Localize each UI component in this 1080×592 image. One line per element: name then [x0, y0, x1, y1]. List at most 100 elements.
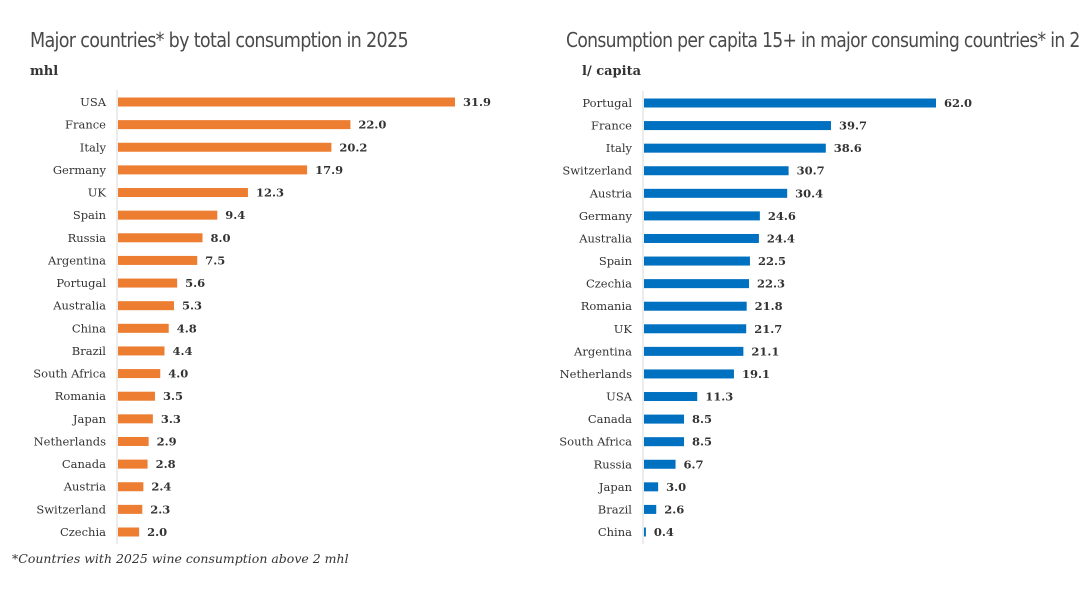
- right-bar: [644, 504, 657, 514]
- right-bar: [644, 166, 789, 176]
- right-category-label: Italy: [606, 141, 633, 155]
- right-value-label: 62.0: [944, 96, 972, 110]
- right-category-label: China: [598, 525, 632, 539]
- left-value-label: 2.4: [151, 480, 171, 494]
- left-bar: [118, 369, 161, 379]
- left-bar: [118, 142, 332, 152]
- left-category-label: Portugal: [56, 276, 106, 290]
- right-value-label: 11.3: [705, 390, 733, 404]
- right-bar: [644, 279, 750, 289]
- footnote: *Countries with 2025 wine consumption ab…: [12, 551, 349, 566]
- right-category-label: Czechia: [586, 277, 632, 291]
- left-category-label: Romania: [55, 389, 106, 403]
- right-bar: [644, 414, 685, 424]
- left-category-label: Netherlands: [34, 434, 107, 448]
- left-bar: [118, 188, 248, 198]
- left-bar: [118, 482, 144, 492]
- right-bar: [644, 143, 826, 153]
- right-category-label: UK: [614, 322, 633, 336]
- left-value-label: 5.6: [185, 276, 205, 290]
- left-bar: [118, 459, 148, 469]
- left-bar: [118, 346, 165, 356]
- right-category-label: Romania: [581, 299, 632, 313]
- right-bar: [644, 98, 936, 108]
- right-bar: [644, 527, 646, 537]
- left-value-label: 4.4: [172, 344, 192, 358]
- left-bar: [118, 391, 155, 401]
- right-category-label: Spain: [599, 254, 633, 268]
- left-value-label: 31.9: [463, 95, 491, 109]
- left-bar: [118, 97, 455, 107]
- right-bar: [644, 233, 759, 243]
- right-bar: [644, 482, 659, 492]
- left-category-label: USA: [80, 95, 107, 109]
- left-category-label: Austria: [63, 480, 106, 494]
- left-value-label: 4.0: [168, 367, 188, 381]
- left-value-label: 4.8: [177, 321, 197, 335]
- left-value-label: 17.9: [315, 163, 343, 177]
- left-bar: [118, 436, 149, 446]
- left-category-label: Czechia: [60, 525, 106, 539]
- right-category-label: France: [591, 119, 632, 133]
- left-value-label: 8.0: [211, 231, 231, 245]
- right-value-label: 21.8: [755, 299, 783, 313]
- left-category-label: Canada: [62, 457, 106, 471]
- left-value-label: 7.5: [205, 253, 225, 267]
- right-value-label: 24.6: [768, 209, 796, 223]
- left-chart-unit: mhl: [30, 64, 59, 79]
- right-category-label: Australia: [578, 231, 632, 245]
- right-value-label: 22.3: [757, 277, 785, 291]
- right-bar: [644, 188, 788, 198]
- right-bar: [644, 392, 698, 402]
- left-bar: [118, 414, 153, 424]
- right-bar: [644, 459, 676, 469]
- right-bar: [644, 121, 831, 131]
- left-value-label: 20.2: [339, 140, 367, 154]
- left-category-label: Italy: [80, 140, 107, 154]
- right-category-label: Russia: [594, 457, 633, 471]
- right-value-label: 21.7: [754, 322, 782, 336]
- left-category-label: Argentina: [47, 253, 106, 267]
- right-bar: [644, 211, 760, 221]
- right-bar: [644, 437, 685, 447]
- right-category-label: Switzerland: [562, 164, 632, 178]
- left-category-label: Australia: [52, 299, 106, 313]
- left-value-label: 12.3: [256, 186, 284, 200]
- left-bar: [118, 504, 143, 514]
- right-category-label: Germany: [579, 209, 633, 223]
- left-category-label: Switzerland: [36, 502, 106, 516]
- right-category-label: Brazil: [598, 502, 633, 516]
- right-value-label: 24.4: [767, 231, 795, 245]
- right-category-label: Austria: [589, 186, 632, 200]
- left-chart-title: Major countries* by total consumption in…: [30, 28, 409, 52]
- right-bar: [644, 346, 744, 356]
- left-value-label: 2.8: [156, 457, 176, 471]
- left-bar: [118, 527, 140, 537]
- left-value-label: 22.0: [358, 118, 386, 132]
- left-bar: [118, 210, 218, 220]
- left-category-label: Brazil: [72, 344, 107, 358]
- right-chart-title: Consumption per capita 15+ in major cons…: [566, 28, 1080, 52]
- right-value-label: 21.1: [751, 344, 779, 358]
- right-value-label: 38.6: [834, 141, 862, 155]
- left-bar: [118, 255, 198, 265]
- right-category-label: South Africa: [559, 435, 632, 449]
- right-category-label: Argentina: [573, 344, 632, 358]
- right-bar: [644, 369, 734, 379]
- left-bar: [118, 233, 203, 243]
- left-category-label: Russia: [68, 231, 107, 245]
- left-bar: [118, 301, 174, 311]
- right-value-label: 2.6: [664, 502, 684, 516]
- right-category-label: Canada: [588, 412, 632, 426]
- left-category-label: China: [72, 321, 106, 335]
- left-category-label: Germany: [53, 163, 107, 177]
- right-bar: [644, 324, 747, 334]
- left-value-label: 9.4: [225, 208, 245, 222]
- left-category-label: Japan: [72, 412, 107, 426]
- right-value-label: 6.7: [684, 457, 704, 471]
- left-value-label: 5.3: [182, 299, 202, 313]
- right-category-label: Netherlands: [560, 367, 633, 381]
- left-category-label: UK: [88, 186, 107, 200]
